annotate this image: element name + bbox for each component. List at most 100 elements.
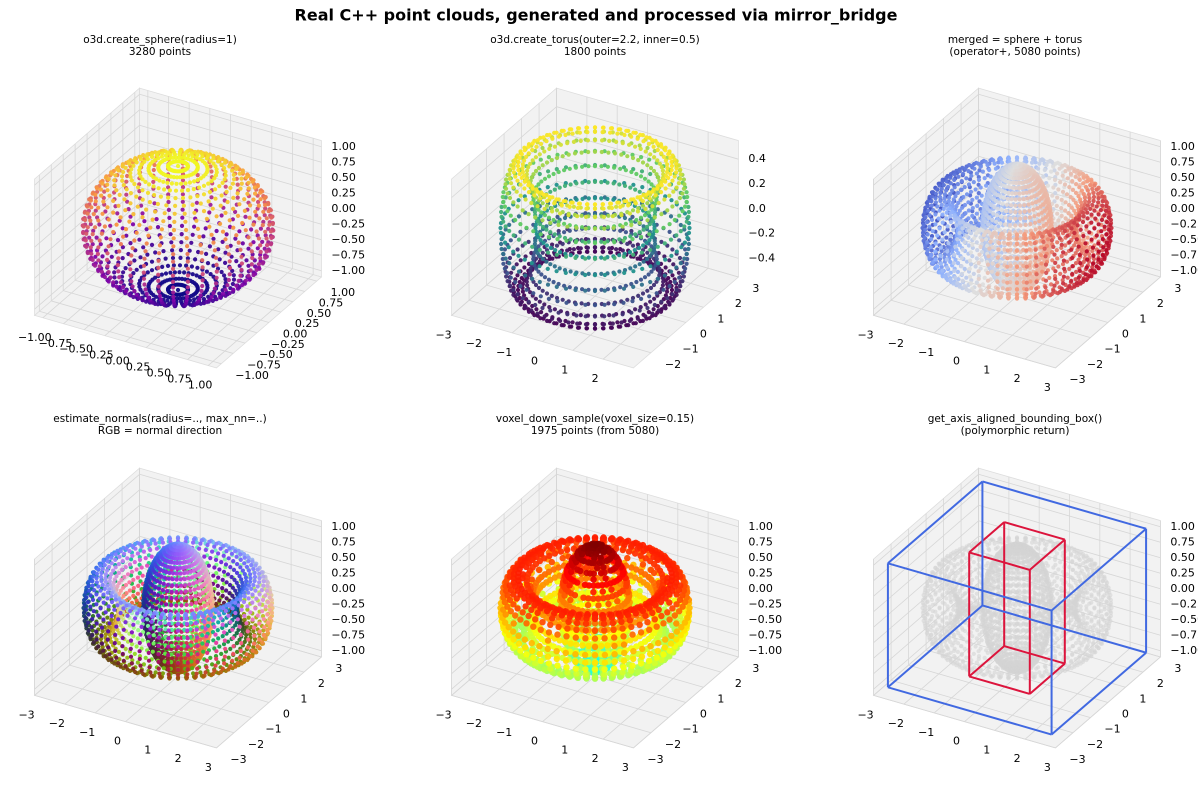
point <box>530 244 535 249</box>
point <box>114 280 119 285</box>
point <box>958 187 964 192</box>
point <box>252 185 257 190</box>
point <box>185 290 190 295</box>
point <box>219 162 224 167</box>
point <box>1063 208 1068 213</box>
point <box>952 185 957 190</box>
point <box>102 189 107 194</box>
point <box>637 245 642 250</box>
point <box>219 213 224 218</box>
point <box>189 240 194 245</box>
point <box>156 265 161 270</box>
point <box>1063 216 1068 221</box>
point <box>227 259 232 264</box>
point <box>168 152 173 157</box>
point <box>652 302 657 308</box>
point <box>1065 176 1070 181</box>
point <box>592 314 598 319</box>
point <box>220 229 226 234</box>
y-tick-label: 0.00 <box>283 327 308 340</box>
point <box>213 281 219 286</box>
grid-line <box>139 109 322 163</box>
point <box>93 208 98 213</box>
point <box>633 307 638 312</box>
point <box>993 226 998 231</box>
point <box>231 277 237 282</box>
point <box>145 270 150 275</box>
point <box>138 255 143 260</box>
y-tick-label: 1 <box>717 312 724 325</box>
point <box>499 246 504 252</box>
point <box>1003 215 1008 220</box>
point <box>1096 249 1101 254</box>
point <box>681 186 687 191</box>
point <box>933 257 938 262</box>
point <box>583 322 589 327</box>
point <box>621 254 627 259</box>
point <box>511 249 516 254</box>
point <box>179 240 184 245</box>
point <box>667 229 672 234</box>
point <box>235 213 241 218</box>
point <box>1036 166 1041 171</box>
point <box>602 314 607 319</box>
y-tick-label: 3 <box>752 282 759 295</box>
point <box>616 200 621 205</box>
point <box>132 288 137 294</box>
point <box>1091 190 1096 196</box>
point <box>91 228 96 233</box>
point <box>677 283 683 288</box>
point <box>1054 248 1059 253</box>
z-tick-label: 0.75 <box>331 155 356 168</box>
subplot: o3d.create_sphere(radius=1)3280 points−1… <box>18 34 365 392</box>
point <box>686 241 692 247</box>
point <box>674 249 679 254</box>
point <box>663 257 668 262</box>
point <box>552 321 557 326</box>
point <box>144 299 149 304</box>
point <box>127 219 132 224</box>
point <box>146 295 151 300</box>
point <box>130 222 136 227</box>
point <box>167 188 172 193</box>
point <box>223 237 228 242</box>
grid-line <box>34 93 140 186</box>
point <box>667 258 672 263</box>
point <box>630 155 636 161</box>
point <box>676 181 682 186</box>
point <box>194 218 199 223</box>
point <box>584 202 590 207</box>
point <box>117 192 122 197</box>
point <box>511 287 516 293</box>
grid-line <box>556 180 739 234</box>
point <box>638 146 643 151</box>
point <box>929 253 934 258</box>
point <box>85 211 90 216</box>
point <box>200 278 205 283</box>
point <box>564 238 569 243</box>
point <box>646 141 652 146</box>
point <box>237 202 242 207</box>
z-tick-label: 0.00 <box>1170 202 1195 215</box>
point <box>672 279 677 285</box>
point <box>659 212 664 217</box>
point <box>552 264 557 269</box>
point <box>220 291 226 296</box>
point <box>618 204 623 209</box>
point <box>535 138 540 143</box>
point <box>1018 216 1023 221</box>
z-tick-label: 0.0 <box>748 202 766 215</box>
point <box>576 126 582 131</box>
point <box>88 218 93 223</box>
point <box>669 163 675 169</box>
y-tick-label: −2 <box>1087 358 1103 371</box>
point <box>548 220 553 225</box>
point <box>508 213 513 218</box>
point <box>644 224 650 230</box>
point <box>555 299 560 304</box>
point <box>269 215 274 220</box>
point <box>223 210 228 215</box>
point <box>680 209 685 214</box>
point <box>141 245 146 250</box>
point <box>1059 197 1064 202</box>
